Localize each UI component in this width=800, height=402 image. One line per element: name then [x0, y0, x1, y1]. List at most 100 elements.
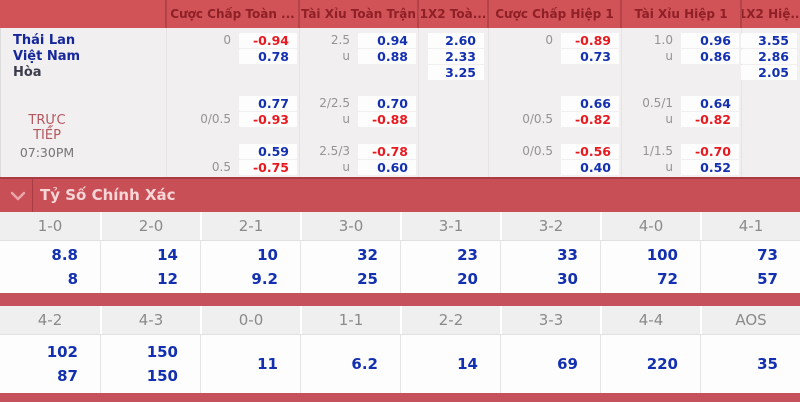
odds-value[interactable]: 0.88: [358, 48, 416, 64]
odds-cell: 0/0.5 -0.56: [488, 143, 621, 159]
score-odds-4-2[interactable]: 102 87: [0, 335, 100, 393]
score-odds-value: 25: [357, 270, 378, 288]
odds-cell: [488, 64, 621, 80]
score-odds-2-1[interactable]: 10 9.2: [200, 241, 300, 293]
score-values-row-1: 102 87 150 150 11 6.2 14 69 220 35: [0, 335, 800, 393]
odds-value[interactable]: 3.25: [428, 64, 484, 80]
odds-value[interactable]: -0.56: [561, 143, 619, 159]
odds-value[interactable]: 2.86: [741, 48, 797, 64]
odds-cell: 0.77: [166, 95, 299, 111]
score-odds-2-2[interactable]: 14: [400, 335, 500, 393]
score-odds-3-0[interactable]: 32 25: [300, 241, 400, 293]
handicap-value: u: [342, 112, 350, 126]
team-name: Việt Nam: [13, 48, 81, 64]
odds-value[interactable]: 0.86: [681, 48, 739, 64]
handicap-value: u: [665, 160, 673, 174]
market-header-5: 1X2 Hiệ...: [740, 0, 800, 28]
odds-value[interactable]: -0.89: [561, 32, 619, 48]
odds-value[interactable]: 2.05: [741, 64, 797, 80]
score-header-4-1: 4-1: [700, 212, 800, 240]
score-header-1-0: 1-0: [37, 217, 63, 235]
odds-value[interactable]: 0.94: [358, 32, 416, 48]
odds-cell: u -0.88: [299, 111, 418, 127]
chevron-down-icon[interactable]: [10, 191, 26, 201]
odds-value[interactable]: 0.77: [239, 95, 297, 111]
odds-row-6: 0.5 -0.75 u 0.60 0.40 u 0.52: [1, 159, 800, 175]
score-header-3-1: 3-1: [400, 212, 500, 240]
section-title: Tỷ Số Chính Xác: [40, 186, 176, 204]
odds-cell: 3.25: [418, 64, 488, 80]
odds-cell: 0.5 -0.75: [166, 159, 299, 175]
score-odds-0-0[interactable]: 11: [200, 335, 300, 393]
odds-value[interactable]: -0.70: [681, 143, 739, 159]
team-cell-empty: [1, 159, 166, 175]
score-odds-4-3[interactable]: 150 150: [100, 335, 200, 393]
score-odds-2-0[interactable]: 14 12: [100, 241, 200, 293]
team-cell-empty: [1, 111, 166, 127]
score-odds-4-0[interactable]: 100 72: [600, 241, 700, 293]
handicap-value: 0/0.5: [200, 112, 231, 126]
odds-value[interactable]: 0.59: [239, 143, 297, 159]
score-odds-AOS[interactable]: 35: [700, 335, 800, 393]
odds-cell: 0.40: [488, 159, 621, 175]
score-odds-3-1[interactable]: 23 20: [400, 241, 500, 293]
score-odds-value: 69: [557, 355, 578, 373]
odds-value[interactable]: -0.82: [681, 111, 739, 127]
team-name: Thái Lan: [13, 32, 76, 48]
handicap-value: 0/0.5: [522, 112, 553, 126]
odds-cell: u 0.52: [621, 159, 741, 175]
odds-value[interactable]: 0.40: [561, 159, 619, 175]
score-header-3-3: 3-3: [500, 306, 600, 334]
score-odds-value: 33: [557, 246, 578, 264]
odds-value[interactable]: 0.70: [358, 95, 416, 111]
odds-cell: u 0.88: [299, 48, 418, 64]
handicap-value: 2.5: [330, 33, 350, 47]
odds-value[interactable]: 0.66: [561, 95, 619, 111]
odds-cell: 1.0 0.96: [621, 32, 741, 48]
score-odds-3-2[interactable]: 33 30: [500, 241, 600, 293]
score-odds-value: 150: [146, 367, 178, 385]
score-odds-3-3[interactable]: 69: [500, 335, 600, 393]
odds-value[interactable]: -0.75: [239, 159, 297, 175]
odds-value[interactable]: 0.52: [681, 159, 739, 175]
score-odds-4-4[interactable]: 220: [600, 335, 700, 393]
odds-value[interactable]: -0.94: [239, 32, 297, 48]
team-name: Hòa: [13, 64, 42, 80]
odds-cell: 0.66: [488, 95, 621, 111]
odds-cell: [741, 159, 800, 175]
score-odds-1-1[interactable]: 6.2: [300, 335, 400, 393]
score-odds-4-1[interactable]: 73 57: [700, 241, 800, 293]
score-header-row-0: 1-0 2-0 2-1 3-0 3-1 3-2 4-0 4-1: [0, 212, 800, 241]
odds-value[interactable]: 0.96: [681, 32, 739, 48]
odds-cell: 0.73: [488, 48, 621, 64]
odds-value[interactable]: 2.60: [428, 32, 484, 48]
odds-value[interactable]: 2.33: [428, 48, 484, 64]
handicap-value: 0: [545, 33, 553, 47]
odds-value[interactable]: 0.78: [239, 48, 297, 64]
score-odds-1-0[interactable]: 8.8 8: [0, 241, 100, 293]
odds-cell: 0.78: [166, 48, 299, 64]
odds-value[interactable]: -0.93: [239, 111, 297, 127]
odds-value[interactable]: 0.64: [681, 95, 739, 111]
odds-value[interactable]: -0.88: [358, 111, 416, 127]
correct-score-section-header[interactable]: Tỷ Số Chính Xác: [0, 177, 800, 212]
score-odds-value: 20: [457, 270, 478, 288]
handicap-value: 2.5/3: [319, 144, 350, 158]
handicap-value: 0.5: [211, 160, 231, 174]
score-header-3-0: 3-0: [300, 212, 400, 240]
odds-value[interactable]: -0.78: [358, 143, 416, 159]
score-odds-value: 12: [157, 270, 178, 288]
score-header-2-2: 2-2: [400, 306, 500, 334]
score-header-AOS: AOS: [700, 306, 800, 334]
odds-value[interactable]: 0.73: [561, 48, 619, 64]
odds-cell: [741, 143, 800, 159]
live-indicator: TRỰC TIẾP 07:30PM: [1, 113, 93, 160]
section-bar-divider: [32, 179, 33, 212]
odds-value[interactable]: 3.55: [741, 32, 797, 48]
odds-value[interactable]: -0.82: [561, 111, 619, 127]
match-time: 07:30PM: [19, 145, 75, 160]
market-header-0: Cược Chấp Toàn ...: [165, 0, 298, 28]
odds-row-2: Hòa 3.25 2.05: [1, 64, 800, 80]
odds-value[interactable]: 0.60: [358, 159, 416, 175]
